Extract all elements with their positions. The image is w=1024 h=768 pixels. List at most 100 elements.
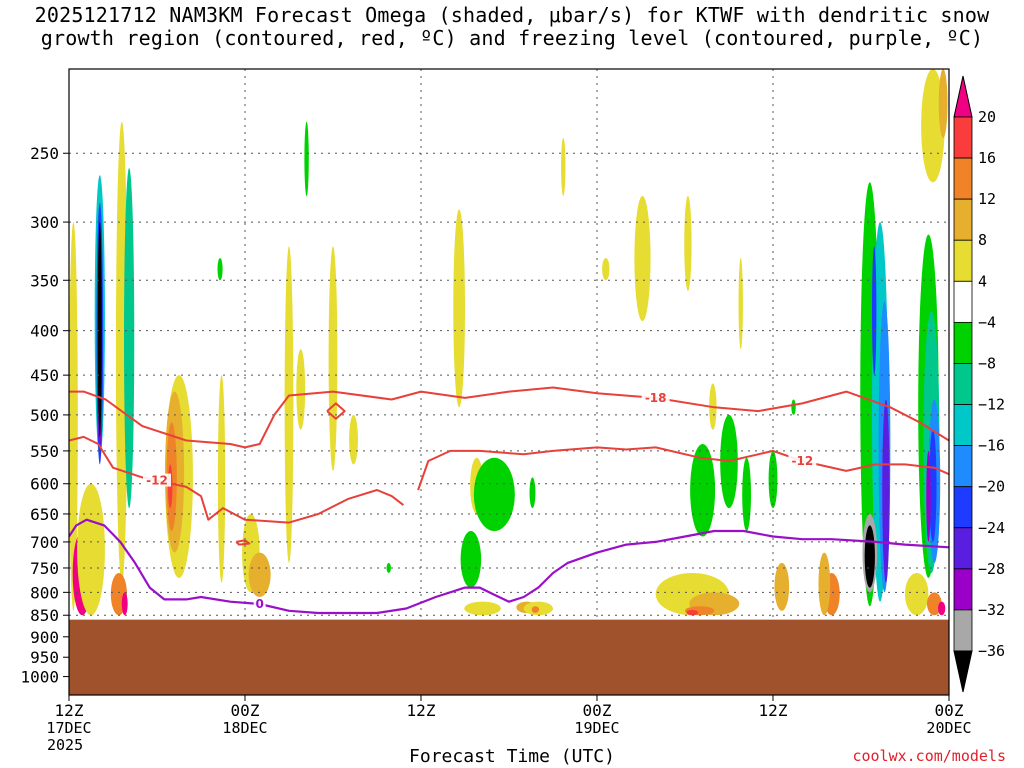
y-tick-label-800: 800 bbox=[30, 583, 59, 602]
freezing-contour-label-0-bg bbox=[253, 596, 266, 610]
terrain bbox=[69, 619, 949, 695]
omega-region-2 bbox=[124, 168, 135, 509]
credit-link[interactable]: coolwx.com/models bbox=[852, 747, 1006, 765]
y-tick-label-550: 550 bbox=[30, 442, 59, 461]
colorbar-label--20: −20 bbox=[978, 478, 1005, 496]
omega-region-10 bbox=[121, 592, 128, 616]
omega-region-1 bbox=[115, 121, 128, 583]
omega-region-43 bbox=[738, 258, 743, 350]
y-tick-label-350: 350 bbox=[30, 271, 59, 290]
omega-region-55 bbox=[882, 399, 890, 583]
y-tick-label-400: 400 bbox=[30, 322, 59, 341]
omega-region-18 bbox=[248, 552, 271, 598]
omega-region-20 bbox=[296, 349, 306, 430]
dgz-contour-label-0-bg bbox=[641, 390, 670, 404]
x-tick-label-48-0: 12Z bbox=[759, 701, 788, 720]
dgz-contour-label-0: -18 bbox=[645, 391, 667, 405]
plot-frame bbox=[68, 68, 950, 696]
x-tick-label-24-0: 12Z bbox=[407, 701, 436, 720]
terrain-fill bbox=[69, 619, 949, 695]
x-tick-label-60-0: 00Z bbox=[935, 701, 964, 720]
contours: -18 -12 -12 0 bbox=[69, 386, 949, 615]
freezing-contour-0 bbox=[69, 518, 949, 615]
colorbar-segment-1 bbox=[953, 157, 973, 200]
chart-title: 2025121712 NAM3KM Forecast Omega (shaded… bbox=[0, 4, 1024, 50]
plot-border bbox=[68, 68, 950, 696]
colorbar-segment-4 bbox=[953, 280, 973, 323]
y-axis: 250 300 350 400 450 500 550 600 650 700 750 800 850 9… bbox=[20, 144, 69, 687]
dgz-contour-2 bbox=[417, 446, 949, 491]
y-tick-label-900: 900 bbox=[30, 628, 59, 647]
colorbar-label--24: −24 bbox=[978, 519, 1005, 537]
omega-region-28 bbox=[460, 530, 482, 588]
colorbar-label--8: −8 bbox=[978, 354, 996, 372]
omega-region-25 bbox=[453, 209, 465, 408]
x-tick-label-0-1: 17DEC bbox=[46, 719, 91, 737]
omega-region-36 bbox=[634, 196, 651, 322]
x-tick-label-0-0: 12Z bbox=[55, 701, 84, 720]
y-tick-label-450: 450 bbox=[30, 366, 59, 385]
omega-region-66 bbox=[938, 601, 946, 616]
omega-region-48 bbox=[686, 609, 699, 616]
omega-region-6 bbox=[97, 222, 102, 437]
omega-region-34 bbox=[529, 477, 536, 509]
colorbar-label--28: −28 bbox=[978, 560, 1005, 578]
y-tick-label-700: 700 bbox=[30, 533, 59, 552]
omega-region-56 bbox=[872, 246, 877, 376]
colorbar-label-16: 16 bbox=[978, 149, 996, 167]
omega-region-35 bbox=[602, 258, 610, 281]
y-tick-label-500: 500 bbox=[30, 406, 59, 425]
colorbar-segment-2 bbox=[953, 198, 973, 241]
omega-region-37 bbox=[684, 196, 692, 291]
chart-title-line-1: 2025121712 NAM3KM Forecast Omega (shaded… bbox=[34, 3, 990, 27]
x-axis-label: Forecast Time (UTC) bbox=[409, 746, 615, 767]
omega-region-49 bbox=[774, 562, 790, 611]
dgz-contour-label-2: -12 bbox=[791, 454, 813, 468]
omega-region-65 bbox=[927, 592, 942, 616]
omega-region-42 bbox=[768, 450, 778, 509]
omega-region-51 bbox=[818, 552, 831, 616]
colorbar-label-20: 20 bbox=[978, 108, 996, 126]
y-tick-label-300: 300 bbox=[30, 213, 59, 232]
colorbar: 20 16 12 8 4 −4 −8 −12 −16 −20 −24 −28 −32 −36 bbox=[953, 75, 1005, 693]
colorbar-segment-9 bbox=[953, 486, 973, 529]
colorbar-label--32: −32 bbox=[978, 601, 1005, 619]
x-tick-label-12-0: 00Z bbox=[231, 701, 260, 720]
colorbar-label--4: −4 bbox=[978, 313, 996, 331]
y-tick-label-650: 650 bbox=[30, 505, 59, 524]
dgz-contour-label-1: -12 bbox=[146, 474, 168, 488]
x-tick-label-60-1: 20DEC bbox=[926, 719, 971, 737]
y-tick-label-950: 950 bbox=[30, 648, 59, 667]
omega-region-41 bbox=[742, 457, 751, 531]
omega-region-23 bbox=[349, 414, 358, 465]
chart-title-line-2: growth region (contoured, red, ºC) and f… bbox=[40, 26, 984, 50]
dgz-contour-3 bbox=[326, 402, 346, 420]
colorbar-label--12: −12 bbox=[978, 396, 1005, 414]
omega-region-8 bbox=[77, 483, 105, 616]
x-tick-label-36-1: 19DEC bbox=[574, 719, 619, 737]
omega-region-15 bbox=[217, 375, 226, 583]
omega-region-39 bbox=[690, 443, 716, 537]
x-tick-label-12-1: 18DEC bbox=[222, 719, 267, 737]
y-tick-label-850: 850 bbox=[30, 606, 59, 625]
colorbar-segment-7 bbox=[953, 404, 973, 447]
x-tick-label-36-0: 00Z bbox=[583, 701, 612, 720]
colorbar-segment-6 bbox=[953, 363, 973, 405]
omega-region-68 bbox=[938, 69, 948, 138]
dgz-contour-1 bbox=[69, 435, 405, 524]
omega-region-64 bbox=[905, 572, 929, 616]
colorbar-segment-10 bbox=[953, 527, 973, 570]
colorbar-label--16: −16 bbox=[978, 437, 1005, 455]
y-tick-label-750: 750 bbox=[30, 559, 59, 578]
omega-region-63 bbox=[864, 525, 875, 588]
colorbar-bottom-arrow bbox=[953, 650, 973, 693]
omega-region-16 bbox=[217, 258, 223, 281]
omega-region-32 bbox=[531, 606, 540, 614]
colorbar-segment-5 bbox=[953, 321, 973, 364]
colorbar-segment-11 bbox=[953, 568, 973, 611]
omega-region-24 bbox=[386, 562, 391, 573]
omega-region-61 bbox=[926, 450, 931, 542]
omega-region-33 bbox=[561, 137, 566, 197]
